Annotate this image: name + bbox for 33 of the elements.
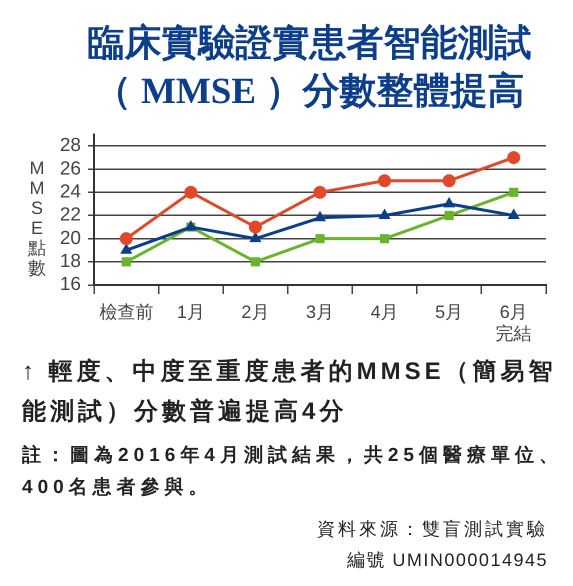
source-note: 資料來源：雙盲測試實驗 [317, 518, 548, 541]
x-tick-label: 4月 [370, 302, 399, 322]
point [315, 234, 325, 244]
y-tick-label: 28 [60, 135, 81, 156]
point [509, 188, 518, 197]
y-axis-title: MMSE點數 [27, 158, 47, 278]
point [120, 232, 133, 246]
point [184, 186, 198, 199]
point [507, 151, 520, 164]
y-tick-label: 20 [60, 228, 81, 249]
x-tick-label: 5月 [435, 302, 464, 322]
point [444, 210, 454, 220]
y-tick-label: 18 [60, 251, 81, 272]
y-tick-label: 26 [60, 158, 81, 180]
text: 註：圖為2016年4月測試結果，共25個醫療單位、400名患者參與。 [22, 444, 564, 500]
y-tick-label: 24 [60, 182, 82, 203]
x-tick-label: 6月完結 [496, 302, 532, 344]
point [122, 257, 131, 266]
point [250, 257, 260, 266]
text: ↑ 輕度、中度至重度患者的MMSE（簡易智能測試）分數普遍提高4分 [22, 357, 558, 427]
point [314, 186, 326, 199]
x-tick-label: 3月 [306, 302, 334, 322]
point [380, 234, 390, 244]
y-tick-label: 16 [60, 274, 81, 296]
chart-title: 臨床實驗證實患者智能測試（ MMSE ）分數整體提高 [86, 22, 532, 114]
x-tick-label: 1月 [176, 302, 205, 322]
point [442, 174, 456, 188]
point [378, 174, 392, 188]
point [248, 220, 262, 234]
x-tick-label: 檢查前 [99, 302, 154, 322]
x-tick-label: 2月 [241, 302, 270, 322]
y-tick-label: 22 [60, 204, 81, 226]
text: 編號 UMIN000014945 [346, 549, 548, 572]
